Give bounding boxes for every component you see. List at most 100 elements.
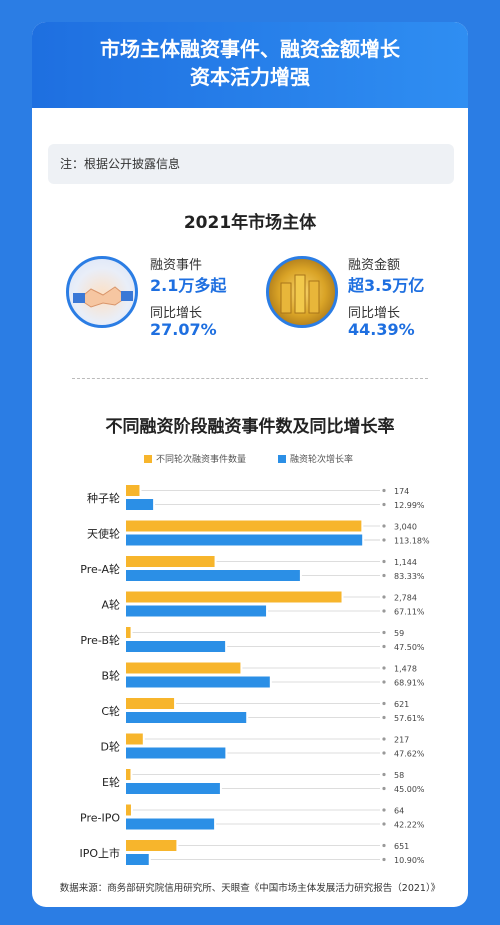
coins-icon <box>266 256 338 328</box>
count-bar <box>126 662 241 674</box>
growth-bar <box>126 499 154 510</box>
note-box: 注：根据公开披露信息 <box>48 144 454 184</box>
count-dot <box>382 737 386 741</box>
infographic-card: 市场主体融资事件、融资金额增长 资本活力增强 注：根据公开披露信息 2021年市… <box>32 22 468 907</box>
count-bar <box>126 733 143 745</box>
growth-data-label: 47.62% <box>394 750 425 759</box>
growth-dot <box>382 573 386 578</box>
count-dot <box>382 701 386 706</box>
count-data-label: 59 <box>394 629 404 638</box>
count-data-label: 651 <box>394 842 409 851</box>
events-growth-label: 同比增长 <box>150 306 203 321</box>
legend-count-swatch <box>144 454 152 463</box>
events-growth-value: 27.07% <box>150 320 217 339</box>
growth-data-label: 57.61% <box>394 714 425 723</box>
count-bar <box>126 804 131 816</box>
stats-title: 2021年市场主体 <box>183 213 317 233</box>
header-banner: 市场主体融资事件、融资金额增长 资本活力增强 <box>32 22 468 108</box>
category-label: Pre-IPO <box>80 812 120 825</box>
growth-dot <box>382 538 386 542</box>
category-label: D轮 <box>101 740 120 754</box>
category-label: B轮 <box>101 669 120 683</box>
growth-bar <box>126 641 226 652</box>
count-bar <box>126 556 215 567</box>
count-dot <box>382 843 386 848</box>
amount-growth-label: 同比增长 <box>348 306 401 321</box>
count-bar <box>126 520 362 532</box>
growth-data-label: 12.99% <box>394 501 425 510</box>
growth-dot <box>382 609 386 613</box>
growth-bar <box>126 570 300 581</box>
count-data-label: 58 <box>394 771 404 780</box>
count-dot <box>382 488 386 493</box>
growth-dot <box>382 751 386 755</box>
amount-value: 超3.5万亿 <box>348 276 425 295</box>
count-data-label: 174 <box>394 487 409 496</box>
growth-data-label: 10.90% <box>394 856 425 865</box>
header-title-line2: 资本活力增强 <box>190 65 310 89</box>
count-bar <box>126 627 131 638</box>
growth-bar <box>126 818 215 830</box>
growth-data-label: 67.11% <box>394 608 425 617</box>
count-bar <box>126 769 131 780</box>
count-dot <box>382 666 386 670</box>
growth-bar <box>126 747 226 759</box>
legend-growth: 融资轮次增长率 <box>278 452 353 465</box>
growth-dot <box>382 857 386 862</box>
count-data-label: 2,784 <box>394 594 417 603</box>
growth-dot <box>382 715 386 720</box>
handshake-icon <box>66 256 138 328</box>
category-label: E轮 <box>102 775 120 789</box>
legend-growth-swatch <box>278 454 286 463</box>
count-bar <box>126 485 140 496</box>
count-bar <box>126 591 342 603</box>
category-label: IPO上市 <box>79 846 120 860</box>
header-title-line1: 市场主体融资事件、融资金额增长 <box>100 37 400 61</box>
count-dot <box>382 559 386 564</box>
data-source: 数据来源：商务部研究院信用研究所、天眼查《中国市场主体发展活力研究报告（2021… <box>59 883 441 894</box>
growth-dot <box>382 680 386 684</box>
count-data-label: 3,040 <box>394 523 417 532</box>
count-bar <box>126 698 175 709</box>
count-data-label: 1,478 <box>394 665 417 674</box>
count-data-label: 621 <box>394 700 409 709</box>
category-label: Pre-B轮 <box>80 633 120 647</box>
growth-data-label: 113.18% <box>394 537 430 546</box>
category-label: C轮 <box>101 704 120 718</box>
category-label: 天使轮 <box>87 527 120 541</box>
growth-dot <box>382 786 386 791</box>
count-dot <box>382 524 386 528</box>
section-divider <box>72 378 428 379</box>
growth-dot <box>382 822 386 826</box>
legend-growth-label: 融资轮次增长率 <box>290 455 354 465</box>
amount-growth-value: 44.39% <box>348 320 415 339</box>
amount-label: 融资金额 <box>348 258 401 273</box>
legend-count-label: 不同轮次融资事件数量 <box>156 455 247 465</box>
count-dot <box>382 808 386 812</box>
category-label: Pre-A轮 <box>80 562 120 576</box>
bar-chart: 种子轮 174 12.99% 天使轮 3,040 113.18% Pre-A轮 1,144 83… <box>79 485 430 865</box>
chart-title: 不同融资阶段融资事件数及同比增长率 <box>105 417 395 437</box>
growth-bar <box>126 605 267 617</box>
count-dot <box>382 772 386 777</box>
growth-data-label: 83.33% <box>394 572 425 581</box>
growth-bar <box>126 783 220 794</box>
growth-data-label: 45.00% <box>394 785 425 794</box>
count-bar <box>126 840 177 851</box>
legend-count: 不同轮次融资事件数量 <box>144 452 246 465</box>
growth-bar <box>126 854 149 865</box>
count-data-label: 64 <box>394 807 404 816</box>
count-dot <box>382 630 386 635</box>
growth-data-label: 47.50% <box>394 643 425 652</box>
growth-bar <box>126 712 247 723</box>
events-label: 融资事件 <box>150 258 203 273</box>
growth-dot <box>382 502 386 507</box>
category-label: 种子轮 <box>87 491 120 505</box>
growth-dot <box>382 644 386 649</box>
count-dot <box>382 595 386 599</box>
events-value: 2.1万多起 <box>150 276 227 295</box>
count-data-label: 217 <box>394 736 409 745</box>
growth-data-label: 42.22% <box>394 821 425 830</box>
count-data-label: 1,144 <box>394 558 417 567</box>
growth-bar <box>126 676 270 688</box>
